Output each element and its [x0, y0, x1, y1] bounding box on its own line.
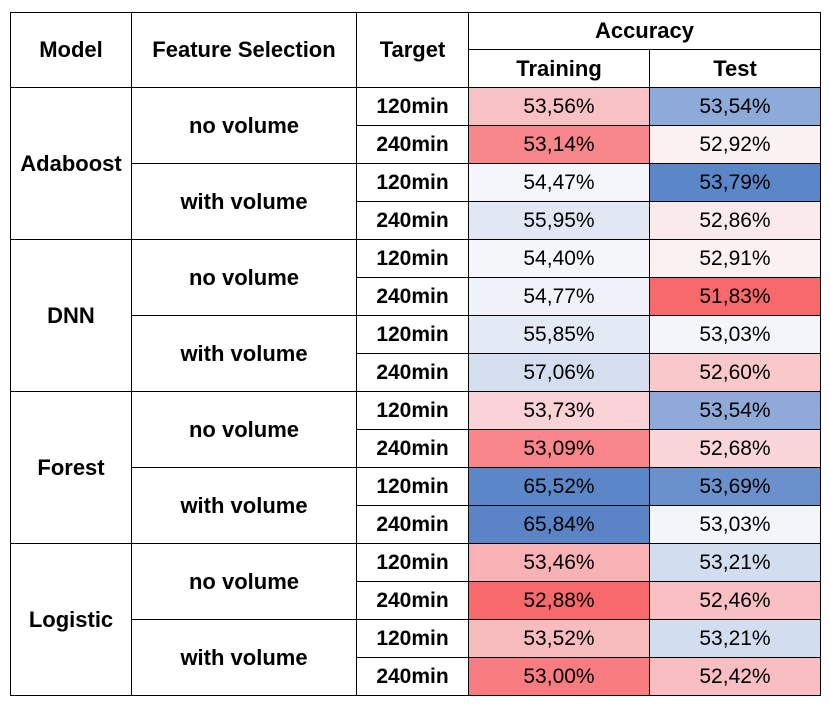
table-row: Forest no volume 120min 53,73% 53,54%	[10, 391, 821, 544]
target-cell: 240min	[356, 201, 469, 240]
model-cell: Adaboost	[10, 87, 132, 240]
table-row: with volume 120min 53,52% 53,21%	[11, 619, 821, 696]
target-cell: 120min	[356, 543, 469, 582]
training-accuracy-cell: 53,52%	[468, 619, 650, 658]
model-header: Model	[10, 12, 132, 88]
target-cell: 120min	[356, 619, 469, 658]
test-accuracy-cell: 52,60%	[649, 353, 821, 392]
feature-selection-cell: with volume	[131, 467, 357, 544]
test-accuracy-cell: 52,86%	[649, 201, 821, 240]
target-header: Target	[356, 12, 469, 88]
training-accuracy-cell: 53,46%	[468, 543, 650, 582]
test-accuracy-cell: 52,68%	[649, 429, 821, 468]
model-cell: Logistic	[10, 543, 132, 696]
table-row: DNN no volume 120min 54,40% 52,91%	[10, 239, 821, 392]
training-accuracy-cell: 53,00%	[468, 657, 650, 696]
header-row-2: Training Test	[11, 49, 821, 88]
table-row: with volume 120min 55,85% 53,03%	[11, 315, 821, 392]
table-row: Adaboost no volume 120min 53,56% 53,54%	[10, 87, 821, 240]
target-cell: 120min	[356, 467, 469, 506]
target-cell: 120min	[356, 391, 469, 430]
table-row: 240min 55,95% 52,86%	[11, 201, 821, 240]
training-accuracy-cell: 57,06%	[468, 353, 650, 392]
training-accuracy-cell: 54,77%	[468, 277, 650, 316]
training-accuracy-cell: 54,40%	[468, 239, 650, 278]
training-accuracy-cell: 53,73%	[468, 391, 650, 430]
table-row: 240min 57,06% 52,60%	[11, 353, 821, 392]
training-accuracy-cell: 65,84%	[468, 505, 650, 544]
target-cell: 120min	[356, 239, 469, 278]
accuracy-header: Accuracy	[468, 12, 821, 50]
test-accuracy-cell: 51,83%	[649, 277, 821, 316]
test-accuracy-cell: 53,69%	[649, 467, 821, 506]
training-accuracy-cell: 53,14%	[468, 125, 650, 164]
test-accuracy-cell: 53,54%	[649, 87, 821, 126]
test-accuracy-cell: 53,21%	[649, 543, 821, 582]
target-cell: 240min	[356, 657, 469, 696]
table-row: with volume 120min 65,52% 53,69%	[11, 467, 821, 544]
test-accuracy-cell: 53,21%	[649, 619, 821, 658]
table-row: 240min 65,84% 53,03%	[11, 505, 821, 544]
training-accuracy-cell: 52,88%	[468, 581, 650, 620]
table-row: 240min 54,77% 51,83%	[11, 277, 821, 316]
feature-selection-cell: with volume	[131, 315, 357, 392]
target-cell: 240min	[356, 125, 469, 164]
model-cell: DNN	[10, 239, 132, 392]
test-header: Test	[649, 49, 821, 88]
results-table: Model Feature Selection Target Accuracy …	[10, 12, 821, 696]
table-body: Model Feature Selection Target Accuracy …	[10, 12, 821, 696]
feature-selection-cell: no volume	[131, 87, 357, 164]
target-cell: 120min	[356, 163, 469, 202]
training-accuracy-cell: 55,85%	[468, 315, 650, 354]
training-accuracy-cell: 65,52%	[468, 467, 650, 506]
target-cell: 240min	[356, 429, 469, 468]
training-header: Training	[468, 49, 650, 88]
training-accuracy-cell: 55,95%	[468, 201, 650, 240]
header-row-1: Model Feature Selection Target Accuracy	[10, 12, 821, 88]
test-accuracy-cell: 53,03%	[649, 505, 821, 544]
test-accuracy-cell: 53,79%	[649, 163, 821, 202]
test-accuracy-cell: 52,42%	[649, 657, 821, 696]
target-cell: 120min	[356, 87, 469, 126]
feature-selection-cell: no volume	[131, 543, 357, 620]
table-row: 240min 53,09% 52,68%	[11, 429, 821, 468]
training-accuracy-cell: 53,09%	[468, 429, 650, 468]
table-row: with volume 120min 54,47% 53,79%	[11, 163, 821, 240]
feature-selection-cell: with volume	[131, 163, 357, 240]
target-cell: 240min	[356, 353, 469, 392]
table-row: Logistic no volume 120min 53,46% 53,21%	[10, 543, 821, 696]
table-row: 240min 53,00% 52,42%	[11, 657, 821, 696]
target-cell: 240min	[356, 505, 469, 544]
feature-selection-header: Feature Selection	[131, 12, 357, 88]
target-cell: 120min	[356, 315, 469, 354]
training-accuracy-cell: 54,47%	[468, 163, 650, 202]
training-accuracy-cell: 53,56%	[468, 87, 650, 126]
model-cell: Forest	[10, 391, 132, 544]
test-accuracy-cell: 52,92%	[649, 125, 821, 164]
test-accuracy-cell: 53,03%	[649, 315, 821, 354]
test-accuracy-cell: 52,91%	[649, 239, 821, 278]
target-cell: 240min	[356, 581, 469, 620]
feature-selection-cell: no volume	[131, 239, 357, 316]
target-cell: 240min	[356, 277, 469, 316]
test-accuracy-cell: 53,54%	[649, 391, 821, 430]
test-accuracy-cell: 52,46%	[649, 581, 821, 620]
feature-selection-cell: no volume	[131, 391, 357, 468]
feature-selection-cell: with volume	[131, 619, 357, 696]
